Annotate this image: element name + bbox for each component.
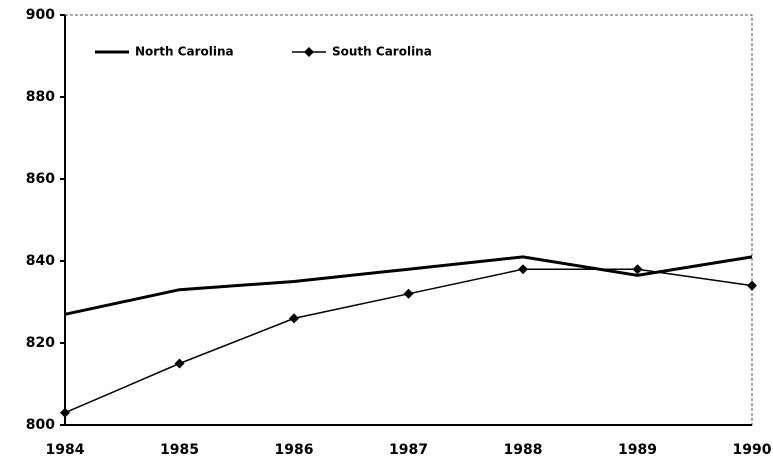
y-tick-label: 860	[26, 171, 55, 187]
point-marker	[632, 264, 643, 275]
legend-label: North Carolina	[135, 45, 234, 59]
x-tick-label: 1984	[46, 442, 85, 458]
legend-marker	[304, 47, 314, 57]
point-marker	[60, 407, 70, 418]
point-marker	[747, 280, 757, 291]
y-tick-label: 820	[26, 335, 55, 351]
plot-frame	[64, 14, 753, 426]
x-tick-label: 1986	[275, 442, 314, 458]
x-tick-label: 1989	[618, 442, 657, 458]
y-tick-label: 840	[26, 253, 55, 269]
x-tick-label: 1988	[504, 442, 543, 458]
y-tick-label: 800	[26, 417, 55, 433]
series-line	[64, 255, 753, 316]
point-marker	[518, 264, 528, 275]
point-marker	[174, 358, 185, 369]
y-tick-label: 900	[26, 7, 55, 23]
point-marker	[403, 288, 414, 299]
x-tick-label: 1985	[160, 442, 199, 458]
legend-label: South Carolina	[332, 45, 432, 59]
x-tick-label: 1987	[389, 442, 428, 458]
y-tick-label: 880	[26, 89, 55, 105]
x-tick-label: 1990	[733, 442, 772, 458]
point-marker	[289, 313, 299, 324]
